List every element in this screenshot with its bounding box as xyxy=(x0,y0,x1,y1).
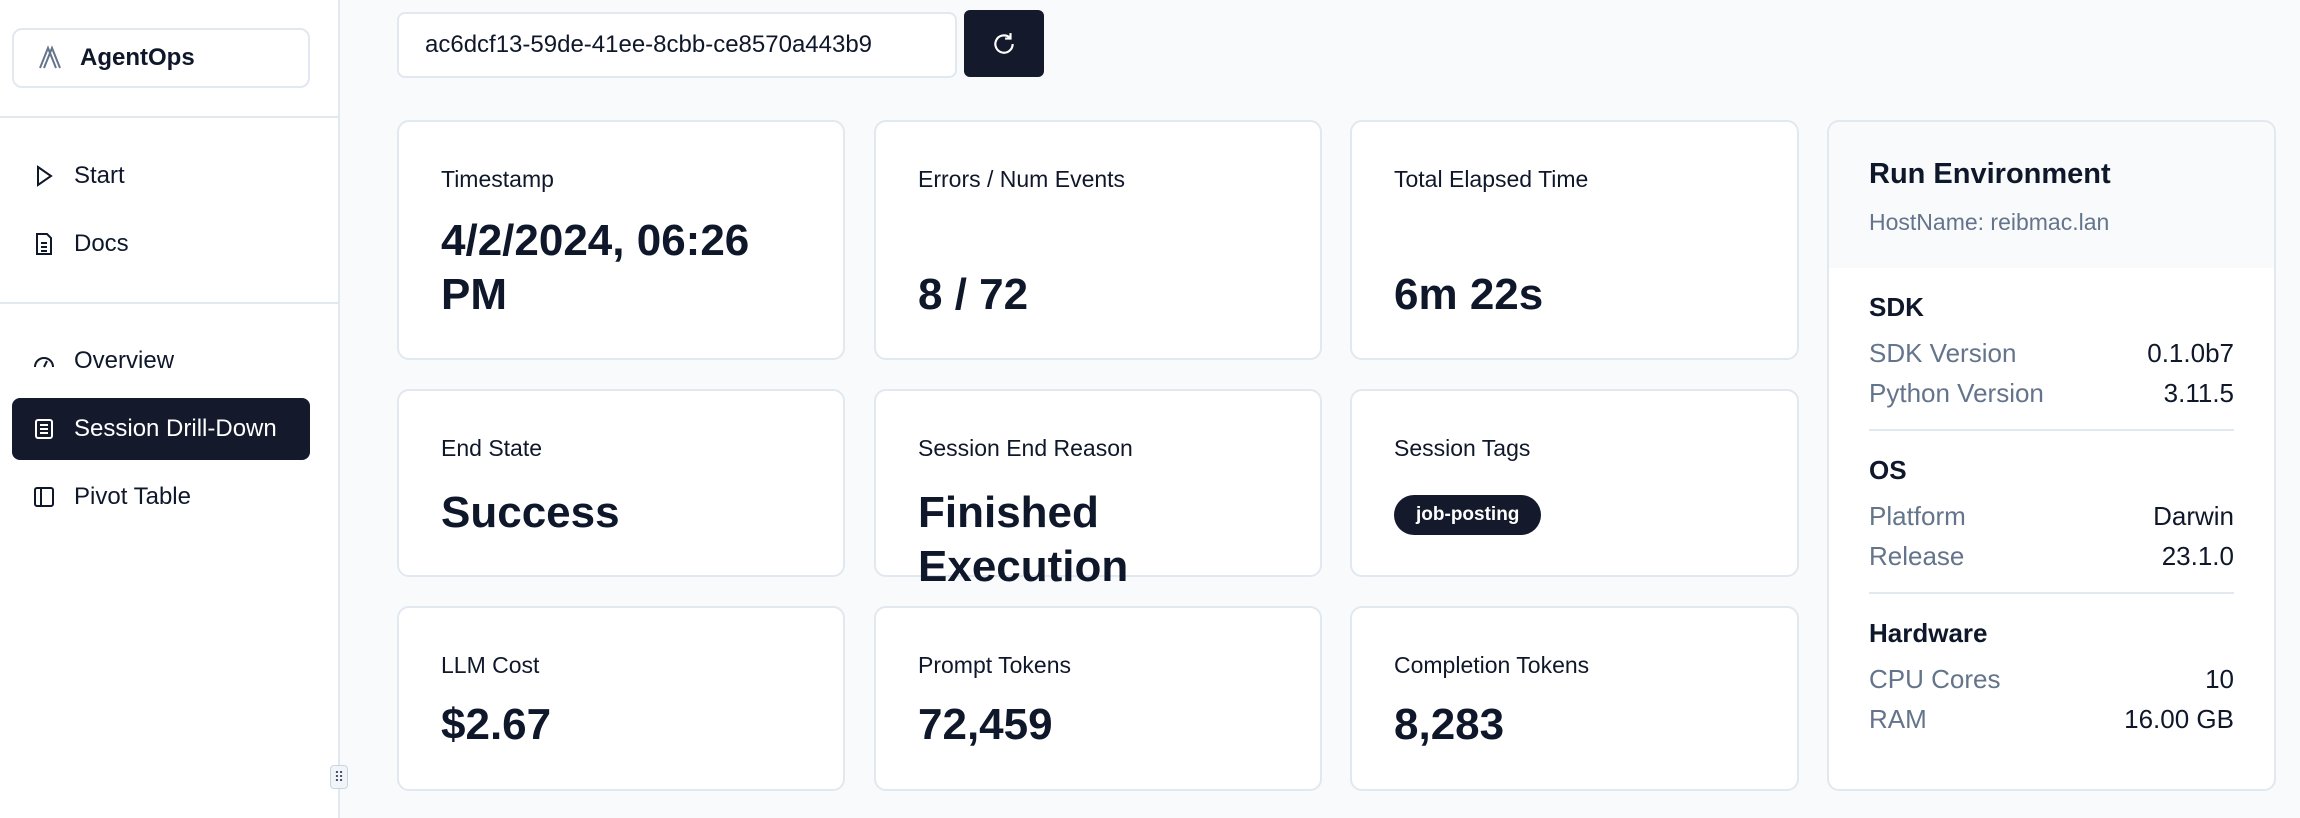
end-reason-card: Session End Reason Finished Execution xyxy=(874,389,1322,591)
end-state-card: End State Success xyxy=(397,389,845,577)
env-section-os: OS Platform Darwin Release 23.1.0 xyxy=(1869,429,2234,592)
completion-tokens-card: Completion Tokens 8,283 xyxy=(1350,606,1799,791)
refresh-icon xyxy=(994,32,1014,54)
sidebar-resize-handle[interactable]: ⠿ xyxy=(330,765,348,789)
run-environment-panel: Run Environment HostName: reibmac.lan SD… xyxy=(1827,120,2276,791)
env-section-hardware: Hardware CPU Cores 10 RAM 16.00 GB xyxy=(1869,592,2234,755)
env-row: SDK Version 0.1.0b7 xyxy=(1869,333,2234,373)
nav-session-drill-down[interactable]: Session Drill-Down xyxy=(12,398,310,460)
nav-label: Pivot Table xyxy=(74,483,191,510)
env-key: Python Version xyxy=(1869,378,2044,408)
divider xyxy=(0,302,338,304)
gauge-icon xyxy=(34,357,54,368)
card-label: Prompt Tokens xyxy=(918,652,1071,678)
env-row: RAM 16.00 GB xyxy=(1869,699,2234,739)
card-label: Total Elapsed Time xyxy=(1394,166,1589,192)
env-value: 3.11.5 xyxy=(2163,378,2234,408)
card-value: Finished Execution xyxy=(918,488,1129,591)
llm-cost-card: LLM Cost $2.67 xyxy=(397,606,845,791)
section-title: SDK xyxy=(1869,292,1924,322)
agentops-logo-icon xyxy=(39,45,61,69)
card-label: Session Tags xyxy=(1394,435,1531,461)
card-value-line2: PM xyxy=(441,270,507,319)
sidebar: AgentOps Start Docs Overview Session Dri… xyxy=(0,0,340,818)
env-value: 23.1.0 xyxy=(2161,541,2234,571)
timestamp-card: Timestamp 4/2/2024, 06:26 PM xyxy=(397,120,845,360)
env-section-sdk: SDK SDK Version 0.1.0b7 Python Version 3.1… xyxy=(1869,268,2234,429)
table-icon xyxy=(34,487,54,507)
card-value: 8 / 72 xyxy=(918,270,1029,319)
nav-pivot-table[interactable]: Pivot Table xyxy=(12,466,310,528)
brand-name: AgentOps xyxy=(80,44,195,71)
brand-logo[interactable]: AgentOps xyxy=(12,28,310,88)
card-value: 8,283 xyxy=(1394,700,1505,749)
env-key: CPU Cores xyxy=(1869,664,2001,694)
env-key: SDK Version xyxy=(1869,338,2017,368)
card-label: End State xyxy=(441,435,543,461)
env-row: CPU Cores 10 xyxy=(1869,659,2234,699)
env-header: Run Environment HostName: reibmac.lan xyxy=(1829,122,2274,268)
nav-overview[interactable]: Overview xyxy=(12,330,310,392)
card-value: 72,459 xyxy=(918,700,1053,749)
env-row: Python Version 3.11.5 xyxy=(1869,373,2234,413)
env-hostname: HostName: reibmac.lan xyxy=(1869,209,2110,235)
section-title: OS xyxy=(1869,455,1907,485)
section-title: Hardware xyxy=(1869,618,1988,648)
nav-docs[interactable]: Docs xyxy=(12,213,310,275)
session-id-input[interactable]: ac6dcf13-59de-41ee-8cbb-ce8570a443b9 xyxy=(397,12,957,78)
card-label: Timestamp xyxy=(441,166,554,192)
card-value: $2.67 xyxy=(441,700,552,749)
refresh-button[interactable] xyxy=(964,10,1044,77)
env-row: Platform Darwin xyxy=(1869,496,2234,536)
card-label: Session End Reason xyxy=(918,435,1133,461)
env-key: Release xyxy=(1869,541,1965,571)
errors-card: Errors / Num Events 8 / 72 xyxy=(874,120,1322,360)
env-title: Run Environment xyxy=(1869,158,2111,190)
list-icon xyxy=(35,419,53,439)
env-key: Platform xyxy=(1869,501,1966,531)
nav-label: Overview xyxy=(74,347,175,374)
card-value: 6m 22s xyxy=(1394,270,1544,319)
play-icon xyxy=(37,165,53,187)
env-value: 10 xyxy=(2205,664,2234,694)
card-value: Success xyxy=(441,488,620,537)
card-label: LLM Cost xyxy=(441,652,540,678)
env-row: Release 23.1.0 xyxy=(1869,536,2234,576)
nav-start[interactable]: Start xyxy=(12,145,310,207)
env-key: RAM xyxy=(1869,704,1927,734)
env-value: 16.00 GB xyxy=(2124,704,2234,734)
card-label: Completion Tokens xyxy=(1394,652,1590,678)
document-icon xyxy=(36,233,52,255)
card-label: Errors / Num Events xyxy=(918,166,1126,192)
elapsed-time-card: Total Elapsed Time 6m 22s xyxy=(1350,120,1799,360)
prompt-tokens-card: Prompt Tokens 72,459 xyxy=(874,606,1322,791)
env-value: 0.1.0b7 xyxy=(2147,338,2234,368)
nav-label: Session Drill-Down xyxy=(74,415,277,442)
nav-label: Start xyxy=(74,162,125,189)
divider xyxy=(0,116,338,118)
tag-badge[interactable]: job-posting xyxy=(1394,495,1542,535)
card-value: 4/2/2024, 06:26 xyxy=(441,216,750,265)
session-tags-card: Session Tags job-posting xyxy=(1350,389,1799,577)
env-value: Darwin xyxy=(2153,501,2234,531)
nav-label: Docs xyxy=(74,230,129,257)
